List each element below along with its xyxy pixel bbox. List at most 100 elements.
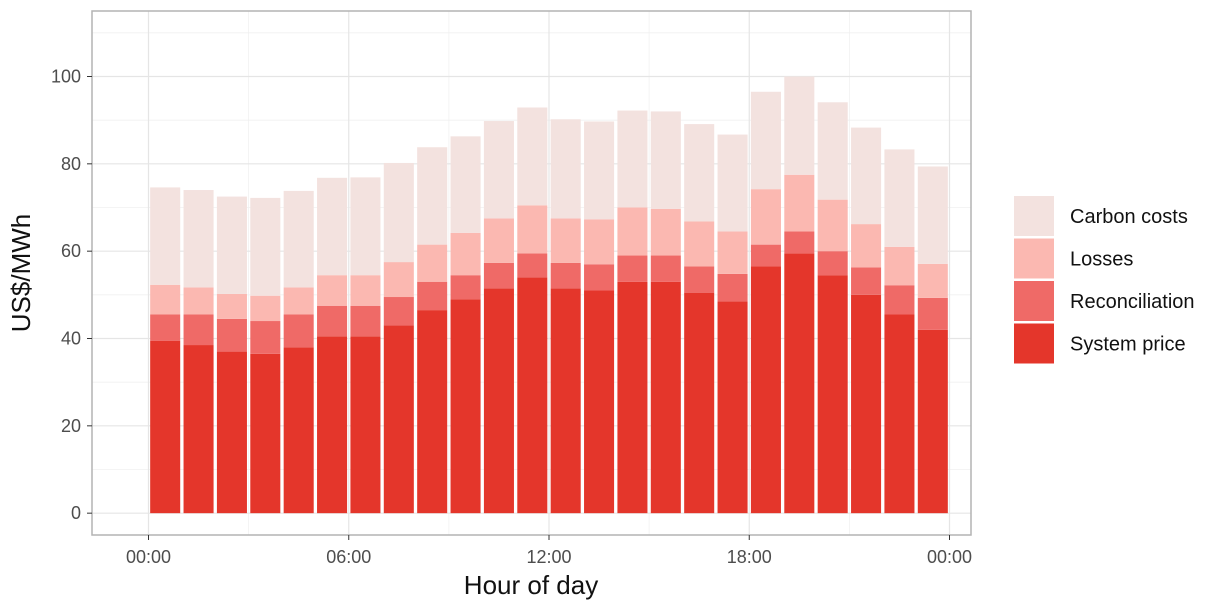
y-tick-label: 20 bbox=[61, 416, 81, 436]
bar-carbon-costs bbox=[150, 187, 181, 285]
bar-carbon-costs bbox=[784, 76, 815, 175]
bar-losses bbox=[150, 284, 181, 315]
x-tick-label: 00:00 bbox=[927, 547, 972, 567]
bar-system-price bbox=[483, 288, 514, 514]
bar-carbon-costs bbox=[383, 162, 414, 263]
bar-reconciliation bbox=[450, 275, 481, 300]
legend-label: Reconciliation bbox=[1070, 291, 1195, 313]
bar-carbon-costs bbox=[317, 177, 348, 276]
bar-losses bbox=[617, 207, 648, 256]
bar-losses bbox=[383, 262, 414, 298]
bar-reconciliation bbox=[417, 281, 448, 311]
bar-losses bbox=[550, 218, 581, 263]
bar-carbon-costs bbox=[617, 110, 648, 208]
y-tick-label: 60 bbox=[61, 241, 81, 261]
bar-carbon-costs bbox=[517, 107, 548, 206]
bar-losses bbox=[483, 218, 514, 263]
legend: Carbon costs Losses Reconciliation System p… bbox=[1014, 196, 1195, 364]
bar-carbon-costs bbox=[450, 136, 481, 233]
bar-reconciliation bbox=[550, 262, 581, 289]
bar-carbon-costs bbox=[817, 102, 848, 200]
bar-system-price bbox=[350, 336, 381, 514]
bar-system-price bbox=[317, 336, 348, 514]
bar-losses bbox=[183, 287, 214, 315]
x-tick-label: 18:00 bbox=[727, 547, 772, 567]
bar-carbon-costs bbox=[884, 149, 915, 247]
bar-reconciliation bbox=[317, 305, 348, 337]
bar-losses bbox=[917, 263, 948, 298]
bar-system-price bbox=[750, 266, 781, 514]
bar-system-price bbox=[851, 294, 882, 514]
bar-system-price bbox=[450, 299, 481, 514]
y-tick-label: 0 bbox=[71, 503, 81, 523]
bar-reconciliation bbox=[483, 262, 514, 289]
bar-system-price bbox=[517, 277, 548, 514]
bar-system-price bbox=[817, 275, 848, 514]
bar-system-price bbox=[650, 281, 681, 514]
legend-key-reconciliation bbox=[1014, 281, 1054, 321]
bar-carbon-costs bbox=[250, 197, 281, 296]
bar-system-price bbox=[283, 347, 314, 514]
bar-losses bbox=[817, 199, 848, 252]
bar-losses bbox=[750, 189, 781, 245]
bar-reconciliation bbox=[784, 231, 815, 254]
bar-losses bbox=[417, 244, 448, 282]
x-axis-ticks: 00:00 06:00 12:00 18:00 00:00 bbox=[126, 535, 972, 567]
bar-reconciliation bbox=[884, 285, 915, 315]
legend-key-carbon-costs bbox=[1014, 196, 1054, 236]
bar-carbon-costs bbox=[851, 127, 882, 225]
bar-carbon-costs bbox=[550, 119, 581, 219]
bar-carbon-costs bbox=[417, 147, 448, 245]
bar-carbon-costs bbox=[216, 196, 247, 294]
bar-system-price bbox=[784, 253, 815, 514]
bar-system-price bbox=[917, 329, 948, 514]
bar-system-price bbox=[150, 340, 181, 514]
bar-system-price bbox=[684, 292, 715, 514]
bar-carbon-costs bbox=[750, 91, 781, 190]
bar-carbon-costs bbox=[717, 134, 748, 232]
legend-label: Carbon costs bbox=[1070, 206, 1188, 228]
bar-carbon-costs bbox=[183, 190, 214, 288]
bar-reconciliation bbox=[650, 255, 681, 282]
bar-reconciliation bbox=[684, 266, 715, 293]
bar-reconciliation bbox=[383, 297, 414, 326]
bar-carbon-costs bbox=[350, 177, 381, 276]
bar-reconciliation bbox=[851, 267, 882, 295]
bar-reconciliation bbox=[584, 264, 615, 291]
bar-system-price bbox=[884, 314, 915, 514]
bar-reconciliation bbox=[617, 255, 648, 282]
legend-label: Losses bbox=[1070, 249, 1133, 271]
bar-system-price bbox=[250, 353, 281, 514]
bar-losses bbox=[884, 246, 915, 286]
bar-carbon-costs bbox=[917, 166, 948, 264]
bar-system-price bbox=[216, 351, 247, 514]
bar-carbon-costs bbox=[584, 121, 615, 220]
bar-system-price bbox=[183, 345, 214, 514]
bar-system-price bbox=[550, 288, 581, 514]
bar-system-price bbox=[383, 325, 414, 514]
bar-system-price bbox=[717, 301, 748, 514]
bar-losses bbox=[584, 219, 615, 265]
y-tick-label: 100 bbox=[51, 67, 81, 87]
bar-losses bbox=[250, 295, 281, 322]
bar-system-price bbox=[417, 310, 448, 514]
bar-losses bbox=[450, 232, 481, 276]
y-tick-label: 40 bbox=[61, 329, 81, 349]
x-tick-label: 06:00 bbox=[326, 547, 371, 567]
bar-reconciliation bbox=[817, 251, 848, 276]
x-tick-label: 00:00 bbox=[126, 547, 171, 567]
bar-losses bbox=[851, 224, 882, 268]
bar-losses bbox=[283, 287, 314, 315]
bar-carbon-costs bbox=[483, 121, 514, 219]
bar-reconciliation bbox=[350, 305, 381, 337]
bar-losses bbox=[650, 208, 681, 256]
y-axis-title: US$/MWh bbox=[6, 214, 36, 332]
bar-losses bbox=[784, 174, 815, 232]
bar-marks bbox=[150, 76, 948, 514]
y-tick-label: 80 bbox=[61, 154, 81, 174]
bar-losses bbox=[717, 231, 748, 274]
legend-key-losses bbox=[1014, 238, 1054, 279]
bar-reconciliation bbox=[750, 244, 781, 267]
legend-label: System price bbox=[1070, 334, 1186, 356]
bar-carbon-costs bbox=[283, 190, 314, 288]
